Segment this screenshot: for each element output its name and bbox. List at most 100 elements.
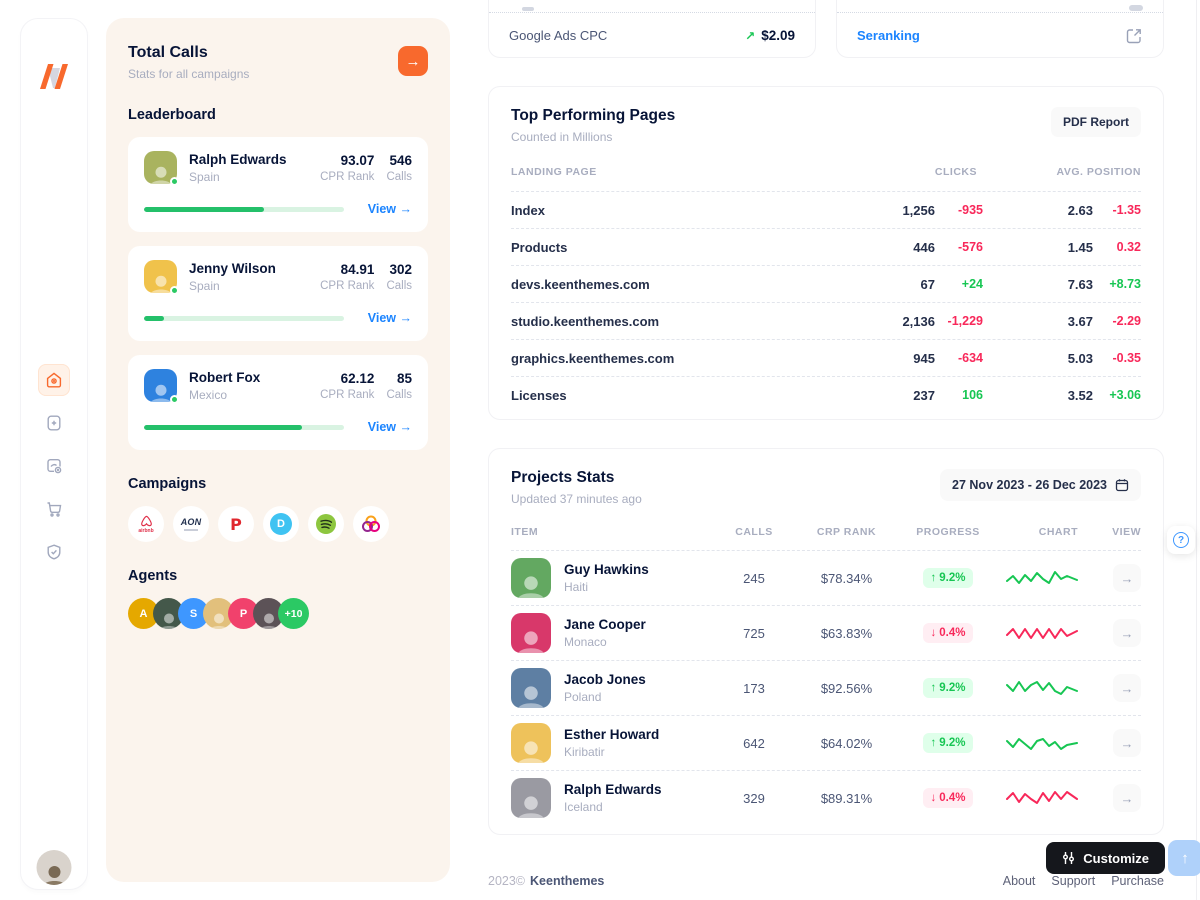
table-row[interactable]: Ralph Edwards Iceland 329 $89.31% ↓ 0.4% … [511,770,1141,825]
metric-value: $2.09 [761,28,795,43]
view-row-button[interactable]: → [1113,564,1141,592]
avatar-photo [150,275,171,293]
clicks-delta: -935 [957,203,983,217]
view-row-button[interactable]: → [1113,619,1141,647]
campaign-trefoil[interactable] [353,506,389,542]
view-row-button[interactable]: → [1113,729,1141,757]
sliders-icon [1063,852,1075,864]
table-row[interactable]: Guy Hawkins Haiti 245 $78.34% ↑ 9.2% → [511,550,1141,605]
col-item: ITEM [511,526,539,538]
progress-badge: ↓ 0.4% [922,788,974,808]
campaign-aon[interactable]: AON [173,506,209,542]
calls-value: 642 [743,735,765,751]
file-plus-icon [47,415,61,431]
col-landing-page: LANDING PAGE [511,166,597,178]
metronic-logo[interactable] [37,61,71,96]
avatar-photo [150,166,171,184]
table-row[interactable]: graphics.keenthemes.com 945 -634 5.03 -0.3… [511,339,1141,376]
seranking-link[interactable]: Seranking [857,28,920,43]
pdf-report-button[interactable]: PDF Report [1051,107,1141,137]
sidebar-item-projects[interactable] [38,450,70,482]
cart-icon [47,502,62,517]
footer-link-about[interactable]: About [1002,874,1036,888]
table-row[interactable]: Products 446 -576 1.45 0.32 [511,228,1141,265]
view-link[interactable]: View → [367,311,412,325]
cpr-value: 93.07 [340,152,375,168]
clicks-delta: -1,229 [947,314,983,328]
campaign-p[interactable]: P [218,506,254,542]
airbnb-logo-icon [140,515,152,526]
table-row[interactable]: Licenses 237 106 3.52 +3.06 [511,376,1141,413]
footer: 2023© Keenthemes About Support Purchase [488,874,1164,888]
campaign-d[interactable]: D [263,506,299,542]
crp-rank-value: $89.31% [820,790,873,806]
scroll-to-top-button[interactable]: ↑ [1168,840,1200,876]
table-row[interactable]: Index 1,256 -935 2.63 -1.35 [511,191,1141,228]
sidebar-item-home[interactable] [38,364,70,396]
aon-tagline [184,529,198,531]
sidebar-item-cart[interactable] [38,493,70,525]
sidebar-item-add-file[interactable] [38,407,70,439]
p-logo-glyph: P [230,514,242,534]
col-crp-rank: CRP RANK [816,526,877,538]
progress-bar [144,206,344,212]
help-button[interactable]: ? [1167,526,1195,554]
table-row[interactable]: studio.keenthemes.com 2,136 -1,229 3.67 -2… [511,302,1141,339]
table-header: LANDING PAGE CLICKS AVG. POSITION [511,166,1141,191]
online-dot [170,395,179,404]
clicks-value: 1,256 [902,202,935,218]
agents-more-badge[interactable]: +10 [278,598,309,629]
calls-value: 173 [743,680,765,696]
col-clicks: CLICKS [934,166,977,178]
user-avatar[interactable] [36,850,72,885]
right-drawer-edge [1196,0,1197,900]
brand-link[interactable]: Keenthemes [530,874,605,888]
table-row[interactable]: Jacob Jones Poland 173 $92.56% ↑ 9.2% → [511,660,1141,715]
card-title: Projects Stats [511,469,615,486]
clicks-value: 945 [913,350,935,366]
member-name: Jacob Jones [564,672,646,687]
table-row[interactable]: Esther Howard Kiribatir 642 $64.02% ↑ 9.2… [511,715,1141,770]
view-row-button[interactable]: → [1113,784,1141,812]
footer-link-support[interactable]: Support [1051,874,1096,888]
agent-avatar-photo[interactable] [153,598,184,629]
question-icon: ? [1173,532,1189,548]
member-avatar [511,668,551,708]
date-range-picker[interactable]: 27 Nov 2023 - 26 Dec 2023 [940,469,1141,501]
crp-rank-value: $63.83% [820,625,873,641]
leader-name: Robert Fox [189,369,261,385]
leader-avatar [144,151,179,186]
progress-bar [144,424,344,430]
campaign-spotify[interactable] [308,506,344,542]
col-avg-position: AVG. POSITION [1056,166,1141,178]
member-name: Ralph Edwards [564,782,662,797]
agent-avatar-photo[interactable] [203,598,234,629]
rail-nav [21,364,87,568]
view-link[interactable]: View → [367,202,412,216]
landing-page: studio.keenthemes.com [511,313,660,329]
cpr-value: 84.91 [340,261,375,277]
campaign-airbnb[interactable]: airbnb [128,506,164,542]
member-country: Iceland [564,800,603,814]
view-row-button[interactable]: → [1113,674,1141,702]
card-subtitle: Counted in Millions [511,130,613,144]
leaderboard-heading: Leaderboard [128,107,216,123]
customize-button[interactable]: Customize [1046,842,1165,874]
position-value: 3.52 [1067,387,1093,403]
view-link[interactable]: View → [367,420,412,434]
member-name: Esther Howard [564,727,660,742]
sparkline-chart [1002,731,1078,755]
calls-value: 85 [396,370,412,386]
table-row[interactable]: Jane Cooper Monaco 725 $63.83% ↓ 0.4% → [511,605,1141,660]
panel-arrow-button[interactable]: → [398,46,428,76]
leaderboard-card: Robert Fox Mexico 62.12 CPR Rank 85 Call… [128,355,428,450]
sidebar-item-security[interactable] [38,536,70,568]
footer-link-purchase[interactable]: Purchase [1111,874,1164,888]
landing-page: Licenses [511,387,567,403]
member-name: Jane Cooper [564,617,646,632]
table-header: ITEM CALLS CRP RANK PROGRESS CHART VIEW [511,526,1141,550]
table-row[interactable]: devs.keenthemes.com 67 +24 7.63 +8.73 [511,265,1141,302]
member-avatar [511,778,551,818]
agents-heading: Agents [128,568,178,584]
external-link-icon[interactable] [1125,27,1143,45]
